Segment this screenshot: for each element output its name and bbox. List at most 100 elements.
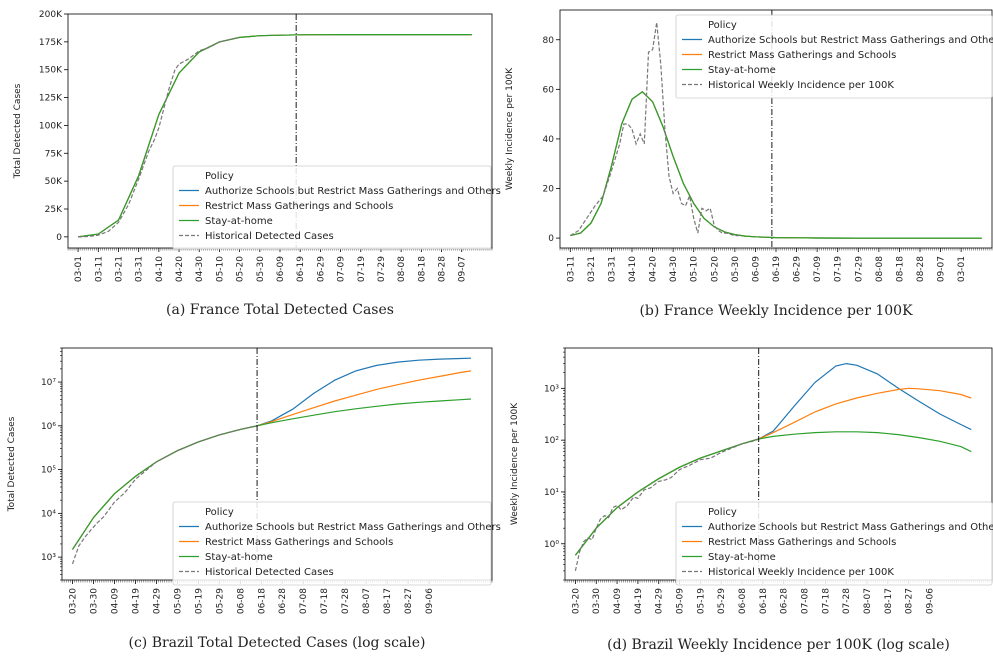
y-axis-label: Total Detected Cases (7, 416, 17, 512)
x-tick-label: 08-27 (404, 588, 414, 614)
x-tick-label: 05-10 (215, 256, 225, 282)
x-tick-label: 03-20 (68, 588, 78, 614)
legend-entry: Stay-at-home (708, 65, 776, 76)
x-tick-label: 04-10 (155, 256, 165, 282)
x-tick-label: 03-21 (587, 256, 597, 282)
y-tick-label: 175K (39, 38, 63, 48)
legend-title: Policy (708, 20, 737, 31)
x-tick-label: 06-19 (772, 256, 782, 282)
x-tick-label: 06-29 (316, 256, 326, 282)
x-tick-label: 04-19 (131, 588, 141, 614)
panel-brazil-total: 10³ 10⁴ 10⁵ 10⁶ 10⁷ 03-20 03-30 04-09 04-19 04-29… (7, 347, 501, 651)
series-line (78, 33, 472, 238)
x-tick-label: 08-08 (397, 256, 407, 282)
legend-entry: Restrict Mass Gatherings and Schools (708, 537, 896, 548)
legend-title: Policy (205, 171, 234, 182)
y-tick-label: 10⁶ (41, 422, 56, 432)
y-tick-label: 10¹ (544, 488, 559, 498)
panel-brazil-weekly: 10⁰ 10¹ 10² 10³ 03-20 03-30 04-09 04-19 04-29 05-… (510, 347, 993, 653)
x-tick-label: 04-30 (195, 256, 205, 282)
y-tick-label: 125K (39, 94, 63, 104)
x-tick-label: 04-30 (669, 256, 679, 282)
x-tick-label: 04-10 (628, 256, 638, 282)
x-tick-label: 09-07 (458, 256, 468, 282)
x-tick-label: 03-01 (74, 256, 84, 282)
legend-entry: Restrict Mass Gatherings and Schools (205, 201, 393, 212)
x-tick-label: 06-28 (780, 588, 790, 614)
x-tick-label: 06-08 (236, 588, 246, 614)
x-tick-label: 09-07 (937, 256, 947, 282)
y-tick-label: 10⁵ (41, 466, 56, 476)
x-tick-label: 06-18 (257, 588, 267, 614)
y-tick-label: 10² (544, 436, 559, 446)
x-tick-label: 07-19 (834, 256, 844, 282)
x-tick-label: 03-01 (957, 256, 967, 282)
y-tick-label: 50K (45, 177, 63, 187)
legend-box (675, 14, 993, 99)
x-tick-label: 08-18 (895, 256, 905, 282)
y-tick-label: 10⁷ (41, 378, 56, 388)
y-tick-label: 150K (39, 66, 63, 76)
legend-entry: Stay-at-home (205, 216, 273, 227)
y-tick-label: 0 (56, 233, 62, 243)
y-axis-label: Weekly Incidence per 100K (510, 402, 520, 525)
legend-entry: Authorize Schools but Restrict Mass Gath… (205, 522, 501, 533)
panel-caption: (d) Brazil Weekly Incidence per 100K (lo… (607, 637, 950, 653)
x-tick-label: 09-06 (926, 588, 936, 614)
legend-title: Policy (708, 507, 737, 518)
y-tick-label: 100K (39, 121, 63, 131)
series-line (71, 398, 472, 550)
y-tick-label: 25K (45, 205, 63, 215)
legend-entry: Historical Detected Cases (205, 231, 334, 242)
y-tick-label: 0 (548, 234, 554, 244)
legend-title: Policy (205, 507, 234, 518)
x-tick-label: 05-30 (256, 256, 266, 282)
x-tick-label: 08-27 (905, 588, 915, 614)
series-line (574, 431, 972, 556)
x-tick-label: 03-31 (607, 256, 617, 282)
x-tick-label: 06-08 (738, 588, 748, 614)
legend-entry: Restrict Mass Gatherings and Schools (708, 50, 896, 61)
x-tick-label: 04-20 (175, 256, 185, 282)
x-tick-label: 07-08 (801, 588, 811, 614)
x-tick-label: 03-30 (89, 588, 99, 614)
legend-entry: Stay-at-home (708, 552, 776, 563)
series-line (570, 91, 982, 239)
series-line (574, 438, 759, 572)
x-tick-label: 07-28 (341, 588, 351, 614)
y-tick-label: 75K (45, 149, 63, 159)
x-tick-label: 08-08 (875, 256, 885, 282)
x-tick-label: 05-09 (676, 588, 686, 614)
x-tick-label: 05-19 (194, 588, 204, 614)
x-tick-label: 08-28 (438, 256, 448, 282)
y-tick-label: 40 (543, 135, 555, 145)
series-line (569, 22, 739, 237)
y-axis-label: Total Detected Cases (13, 83, 23, 179)
panel-france-total: 0 25K 50K 75K 100K 125K 150K 175K 200K 03-01 03-11… (13, 10, 501, 318)
x-tick-label: 04-09 (613, 588, 623, 614)
y-tick-label: 80 (543, 36, 555, 46)
y-tick-label: 20 (543, 185, 555, 195)
y-tick-label: 60 (543, 85, 555, 95)
series-line (570, 91, 982, 239)
x-tick-label: 03-11 (94, 256, 104, 282)
y-axis-label: Weekly Incidence per 100K (505, 67, 515, 190)
x-tick-label: 03-21 (114, 256, 124, 282)
x-tick-label: 06-18 (759, 588, 769, 614)
panel-caption: (c) Brazil Total Detected Cases (log sca… (128, 635, 425, 651)
legend-entry: Authorize Schools but Restrict Mass Gath… (708, 35, 993, 46)
x-tick-label: 05-19 (696, 588, 706, 614)
x-tick-label: 07-09 (813, 256, 823, 282)
x-tick-label: 07-29 (377, 256, 387, 282)
legend-entry: Restrict Mass Gatherings and Schools (205, 537, 393, 548)
legend-entry: Historical Weekly Incidence per 100K (708, 80, 894, 91)
legend-box (172, 501, 492, 586)
x-tick-label: 04-20 (649, 256, 659, 282)
series-line (78, 36, 240, 238)
x-tick-label: 06-29 (793, 256, 803, 282)
x-tick-label: 07-28 (842, 588, 852, 614)
x-tick-label: 07-19 (357, 256, 367, 282)
x-tick-label: 06-09 (751, 256, 761, 282)
x-tick-label: 04-29 (655, 588, 665, 614)
